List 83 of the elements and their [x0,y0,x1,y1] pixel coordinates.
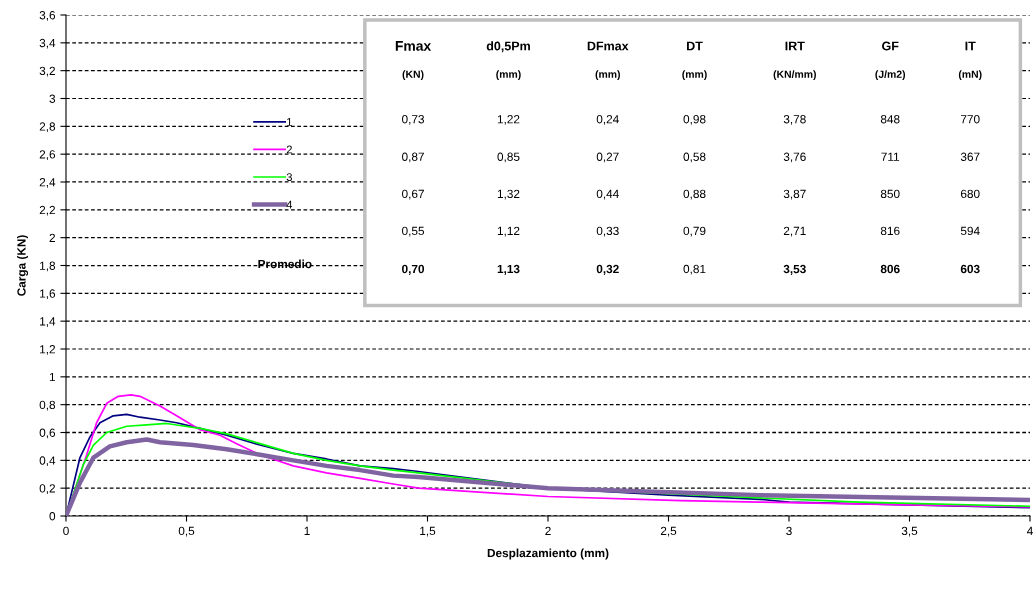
y-tick-label: 3,6 [39,11,56,21]
annotation: DT [687,41,703,51]
annotation: (mm) [682,70,707,80]
annotation: Fmax [395,41,432,51]
x-tick-label: 1,5 [420,526,436,537]
y-tick-label: 0,2 [39,484,55,494]
annotation: 0,73 [402,115,425,125]
annotation: 0,44 [596,189,619,200]
annotation: 3,87 [783,189,806,200]
annotation: (mm) [595,70,620,80]
y-tick-label: 0,8 [39,400,56,411]
annotation: 0,85 [497,152,520,163]
y-tick-label: 2,4 [39,178,56,188]
annotation: 0,24 [596,115,619,125]
x-tick-label: 4 [1026,526,1033,535]
annotation: 0,32 [596,264,619,275]
annotation: d0,5Pm [486,41,530,53]
annotation: 1,22 [497,115,520,125]
annotation: GF [882,41,899,51]
annotation: (mN) [958,70,982,80]
annotation: (J/m2) [875,70,906,80]
annotation: 680 [960,189,980,199]
y-tick-label: 1,8 [40,261,56,272]
legend-label: 4 [286,200,293,209]
annotation: 0,98 [683,115,706,125]
annotation: 3,76 [783,152,806,163]
annotation: 0,79 [683,226,706,237]
annotation: (KN) [402,70,424,80]
annotation: 0,55 [402,226,425,237]
annotation: 3,53 [783,264,806,275]
annotation: 816 [880,226,900,236]
annotation: (KN/mm) [773,70,816,80]
annotation: 594 [960,226,980,236]
annotation: 770 [960,115,980,124]
x-tick-label: 0,5 [178,526,195,537]
annotation: IRT [785,41,805,51]
y-tick-label: 2,8 [39,122,56,133]
annotation: IT [965,41,976,51]
y-tick-label: 3,2 [39,66,55,77]
annotation: 0,33 [596,226,619,237]
annotation: (mm) [496,70,521,80]
y-tick-label: 1,4 [40,317,56,327]
annotation: 806 [880,264,900,274]
annotation: 0,27 [596,152,619,163]
annotation: 1,32 [497,189,520,200]
y-tick-label: 0 [49,512,56,521]
y-axis-title: Carga (KN) [17,235,29,296]
x-axis-title: Desplazamiento (mm) [487,548,609,560]
annotation: 0,88 [683,189,706,200]
y-tick-label: 3 [49,94,56,103]
y-tick-label: 3,4 [39,38,56,49]
annotation: 0,70 [402,264,425,275]
annotation: 0,67 [402,189,424,200]
y-tick-label: 1,6 [40,289,56,300]
x-tick-label: 1 [304,526,310,535]
annotation: 0,87 [402,152,424,163]
legend-label: 3 [286,173,292,182]
y-tick-label: 1,2 [40,345,55,355]
annotation: 2,71 [783,226,806,237]
legend-label: 2 [286,145,292,154]
y-tick-label: 0,4 [39,456,56,467]
annotation: 848 [880,115,900,124]
y-tick-label: 2 [49,233,55,242]
y-tick-label: 1 [49,372,56,382]
annotation: 1,12 [497,226,520,237]
y-tick-label: 2,2 [39,205,55,216]
annotation: 367 [960,152,980,161]
annotation: 711 [881,152,900,161]
x-tick-label: 3,5 [901,526,918,537]
annotation: 0,81 [683,264,706,275]
annotation: DFmax [587,41,629,51]
x-tick-label: 2,5 [660,526,677,537]
annotation: 0,58 [683,152,706,163]
x-tick-label: 3 [786,526,792,536]
annotation: 603 [960,264,980,274]
x-tick-label: 0 [63,526,69,536]
annotation: 1,13 [497,264,520,275]
legend-label: 1 [287,118,292,126]
annotation: 3,78 [783,115,806,125]
y-tick-label: 0,6 [39,428,56,439]
y-tick-label: 2,6 [39,150,56,160]
x-tick-label: 2 [545,526,551,535]
annotation: 850 [880,189,900,199]
